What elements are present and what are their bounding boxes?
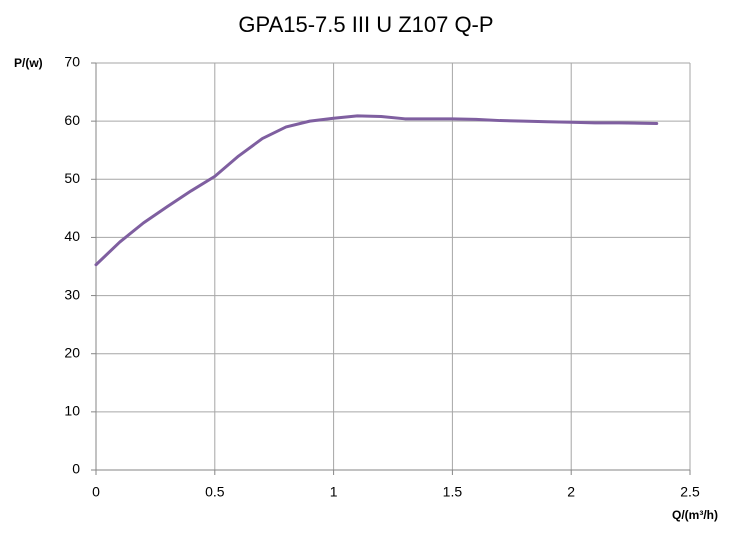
x-tick-label: 0.5 [205,484,225,500]
y-tick-label: 40 [64,228,80,244]
y-tick-label: 30 [64,286,80,302]
chart-title: GPA15-7.5 III U Z107 Q-P [238,12,493,37]
y-tick-label: 10 [64,403,80,419]
x-axis-label: Q/(m³/h) [672,508,718,522]
y-axis-label: P/(w) [14,56,43,70]
x-tick-label: 2.5 [680,484,700,500]
y-tick-label: 70 [64,54,80,70]
y-tick-label: 0 [72,461,80,477]
data-line [94,114,659,267]
x-tick-label: 1.5 [443,484,463,500]
x-tick-label: 0 [92,484,100,500]
x-tick-label: 1 [330,484,338,500]
y-tick-label: 50 [64,170,80,186]
y-tick-label: 60 [64,112,80,128]
y-tick-label: 20 [64,344,80,360]
x-tick-label: 2 [567,484,575,500]
